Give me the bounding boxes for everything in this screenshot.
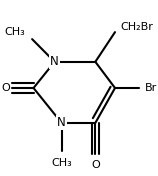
Text: N: N xyxy=(50,55,59,68)
Text: O: O xyxy=(91,160,100,170)
Text: CH₃: CH₃ xyxy=(51,158,72,168)
Text: Br: Br xyxy=(145,83,157,93)
Text: CH₃: CH₃ xyxy=(4,27,25,37)
Text: O: O xyxy=(1,83,10,93)
Text: CH₂Br: CH₂Br xyxy=(121,22,154,32)
Text: N: N xyxy=(57,116,66,129)
